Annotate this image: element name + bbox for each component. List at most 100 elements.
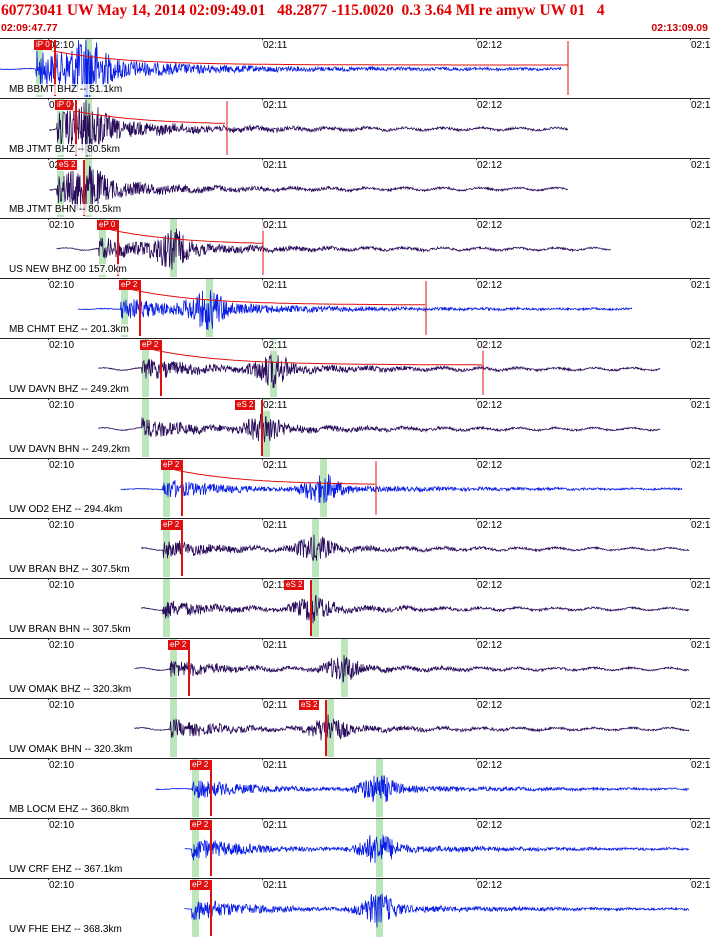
- waveform-line: [98, 413, 661, 443]
- waveform: [134, 655, 690, 683]
- phase-pick-line[interactable]: [261, 400, 263, 456]
- time-tick-label: 02:11: [262, 640, 289, 651]
- phase-pick-flag[interactable]: eS 2: [284, 580, 305, 590]
- phase-pick-line[interactable]: [181, 460, 183, 516]
- phase-pick-line[interactable]: [75, 100, 77, 156]
- phase-pick-line[interactable]: [310, 580, 312, 636]
- waveform-line: [134, 655, 690, 683]
- time-tick-label: 02:13: [690, 700, 710, 711]
- time-tick-label: 02:11: [262, 280, 289, 291]
- waveform: [98, 413, 661, 443]
- phase-pick-line[interactable]: [83, 160, 85, 216]
- phase-pick-line[interactable]: [139, 280, 141, 336]
- phase-pick-line[interactable]: [188, 640, 190, 696]
- phase-pick-line[interactable]: [54, 40, 56, 96]
- event-title: 60773041 UW May 14, 2014 02:09:49.01 48.…: [1, 2, 605, 19]
- waveform: [134, 714, 690, 741]
- trace-panel[interactable]: 02:10 02:11 02:12 02:13 eP 2 UW OD2 EHZ -- 29…: [0, 458, 710, 517]
- phase-pick-flag[interactable]: eP 2: [161, 520, 182, 530]
- phase-pick-line[interactable]: [181, 520, 183, 576]
- waveform-line: [184, 893, 690, 928]
- trace-panel[interactable]: 02:10 02:11 02:12 02:13 eP 2 UW DAVN BHZ -- 2…: [0, 338, 710, 397]
- phase-pick-line[interactable]: [160, 340, 162, 396]
- phase-pick-flag[interactable]: eP 2: [190, 760, 211, 770]
- trace-panel[interactable]: 02:10 02:11 02:12 02:13 eP 2 MB CHMT EHZ -- 2…: [0, 278, 710, 337]
- trace-panel[interactable]: 02:10 02:11 02:12 02:13 eS 2 UW DAVN BHN -- 2…: [0, 398, 710, 457]
- station-label: UW DAVN BHN -- 249.2km: [9, 444, 130, 455]
- trace-panel[interactable]: 02:10 02:11 02:12 02:13 eP 2 UW CRF EHZ -- 36…: [0, 818, 710, 877]
- phase-pick-flag[interactable]: eP 2: [168, 640, 189, 650]
- phase-pick-flag[interactable]: iP 0: [34, 40, 52, 50]
- time-tick-label: 02:10: [48, 520, 76, 531]
- waveform-line: [56, 228, 612, 270]
- trace-panel[interactable]: 02:10 02:11 02:12 02:13 eP 2 UW FHE EHZ -- 36…: [0, 878, 710, 937]
- waveform: [141, 534, 690, 561]
- time-tick-label: 02:11: [262, 400, 289, 411]
- p-phase-window: [192, 819, 199, 877]
- phase-pick-flag[interactable]: eS 2: [57, 160, 78, 170]
- phase-pick-flag[interactable]: eP 2: [140, 340, 161, 350]
- time-tick-label: 02:11: [262, 820, 289, 831]
- time-tick-label: 02:12: [476, 400, 504, 411]
- time-tick-label: 02:11: [262, 520, 289, 531]
- trace-panel[interactable]: 02:10 02:11 02:12 02:13 eS 2 UW BRAN BHN -- 3…: [0, 578, 710, 637]
- trace-panel[interactable]: 02:10 02:11 02:12 02:13 eP 2 UW OMAK BHZ -- 3…: [0, 638, 710, 697]
- station-label: UW BRAN BHN -- 307.5km: [9, 624, 131, 635]
- time-tick-label: 02:12: [476, 40, 504, 51]
- waveform-line: [77, 290, 633, 331]
- phase-pick-flag[interactable]: eP 0: [97, 220, 118, 230]
- phase-pick-line[interactable]: [210, 760, 212, 816]
- time-tick-label: 02:10: [48, 460, 76, 471]
- time-tick-label: 02:13: [690, 880, 710, 891]
- time-tick-label: 02:11: [262, 460, 289, 471]
- station-label: US NEW BHZ 00 157.0km: [9, 264, 127, 275]
- time-tick-label: 02:10: [48, 640, 76, 651]
- p-phase-window: [57, 159, 64, 217]
- phase-pick-flag[interactable]: eP 2: [119, 280, 140, 290]
- phase-pick-flag[interactable]: eP 2: [190, 820, 211, 830]
- time-tick-label: 02:12: [476, 760, 504, 771]
- time-tick-label: 02:13: [690, 520, 710, 531]
- s-phase-window: [206, 279, 213, 337]
- phase-pick-flag[interactable]: eS 2: [299, 700, 320, 710]
- waveform: [141, 594, 690, 624]
- s-phase-window: [376, 819, 383, 877]
- time-tick-label: 02:13: [690, 340, 710, 351]
- s-phase-window: [270, 339, 277, 397]
- trace-panel[interactable]: 02:10 02:11 02:12 02:13 iP 0 MB BBMT BHZ -- 5…: [0, 38, 710, 97]
- phase-pick-line[interactable]: [210, 880, 212, 936]
- s-phase-window: [327, 699, 334, 757]
- phase-pick-line[interactable]: [325, 700, 327, 756]
- header: 60773041 UW May 14, 2014 02:09:49.01 48.…: [0, 0, 710, 38]
- trace-panel[interactable]: 02:10 02:11 02:12 02:13 eP 2 UW BRAN BHZ -- 3…: [0, 518, 710, 577]
- phase-pick-flag[interactable]: iP 0: [55, 100, 73, 110]
- time-tick-label: 02:11: [262, 160, 289, 171]
- waveform-line: [49, 165, 568, 213]
- waveform-line: [141, 534, 690, 561]
- coda-decay-curve: [141, 346, 482, 366]
- waveform-line: [49, 99, 569, 157]
- coda-decay-curve: [56, 106, 226, 124]
- time-tick-label: 02:12: [476, 820, 504, 831]
- waveform: [155, 775, 690, 803]
- phase-pick-line[interactable]: [210, 820, 212, 876]
- phase-pick-line[interactable]: [117, 220, 119, 276]
- waveform-line: [134, 714, 690, 741]
- trace-panel[interactable]: 02:10 02:11 02:12 02:13 eP 2 MB LOCM EHZ -- 3…: [0, 758, 710, 817]
- phase-pick-flag[interactable]: eP 2: [190, 880, 211, 890]
- station-label: UW OD2 EHZ -- 294.4km: [9, 504, 123, 515]
- time-tick-label: 02:12: [476, 700, 504, 711]
- trace-panel[interactable]: 02:10 02:11 02:12 02:13 eS 2 UW OMAK BHN -- 3…: [0, 698, 710, 757]
- time-tick-label: 02:13: [690, 220, 710, 231]
- phase-pick-flag[interactable]: eS 2: [235, 400, 256, 410]
- station-label: MB JTMT BHZ -- 80.5km: [9, 144, 120, 155]
- coda-decay-curve: [120, 286, 425, 306]
- station-label: UW BRAN BHZ -- 307.5km: [9, 564, 130, 575]
- station-label: MB CHMT EHZ -- 201.3km: [9, 324, 129, 335]
- time-tick-label: 02:13: [690, 460, 710, 471]
- phase-pick-flag[interactable]: eP 2: [161, 460, 182, 470]
- trace-panel[interactable]: 02:10 02:11 02:12 02:13 eP 0 US NEW BHZ 00 15…: [0, 218, 710, 277]
- time-tick-label: 02:13: [690, 100, 710, 111]
